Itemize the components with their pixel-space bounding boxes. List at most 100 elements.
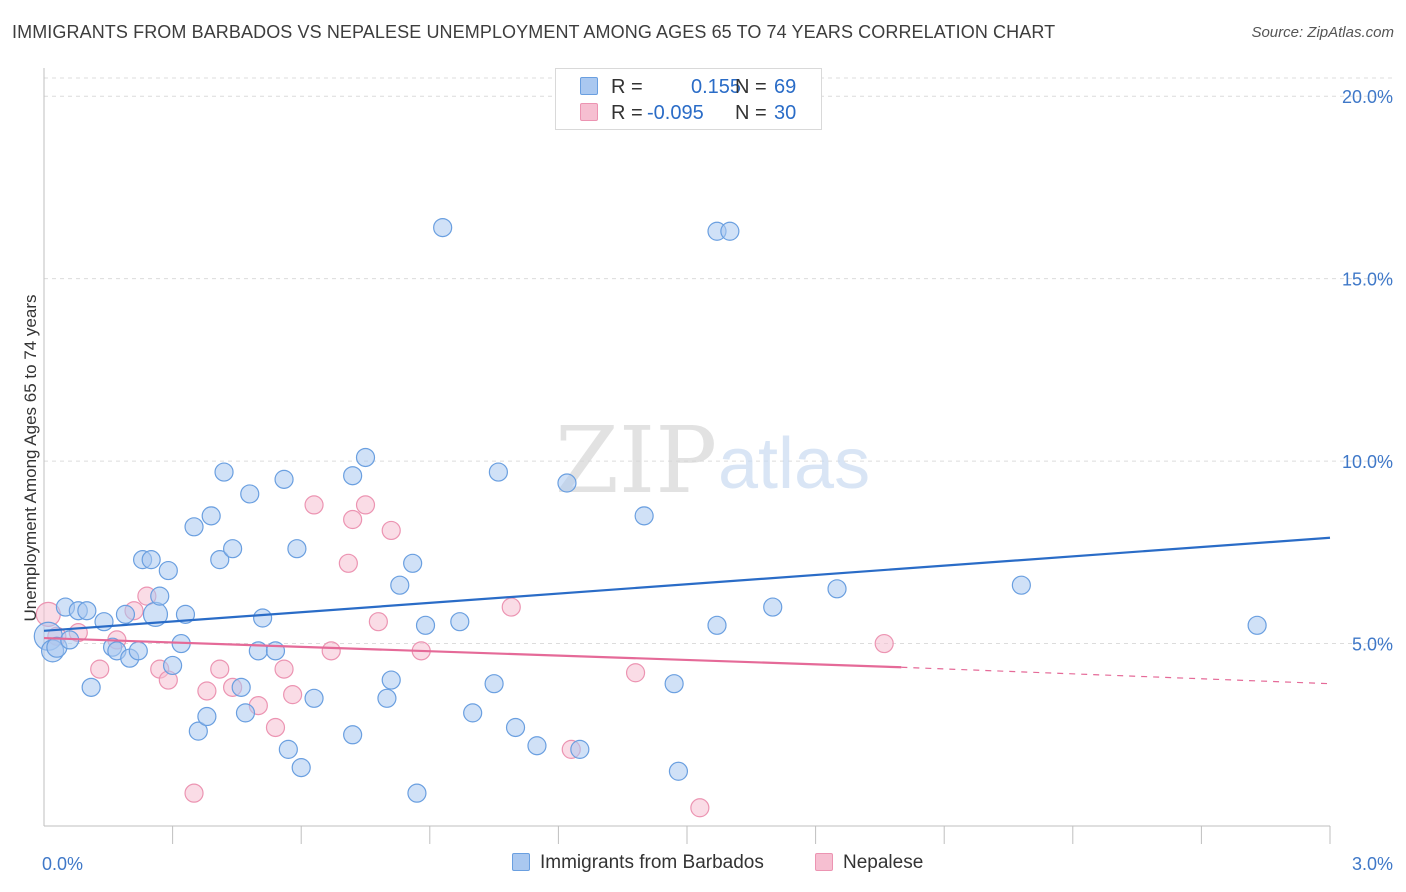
- barbados-point: [278, 739, 298, 759]
- barbados-point: [343, 725, 363, 745]
- barbados-point: [450, 612, 470, 632]
- nepalese-point: [501, 597, 521, 617]
- nepalese-trend-extension: [901, 666, 1331, 685]
- barbados-point: [141, 550, 161, 570]
- barbados-point: [407, 783, 427, 803]
- bottom-legend-swatch-blue: [512, 853, 530, 871]
- x-tick-label: 0.0%: [42, 854, 83, 874]
- nepalese-point: [321, 641, 341, 661]
- legend-n-value: 30: [774, 102, 797, 124]
- bottom-legend-nepalese: Nepalese: [815, 852, 923, 874]
- barbados-point: [505, 717, 526, 738]
- barbados-point: [720, 221, 740, 241]
- legend-r-label: R =: [611, 76, 643, 98]
- barbados-points: [33, 218, 1267, 803]
- watermark: ZIP atlas: [555, 407, 870, 514]
- nepalese-point: [274, 659, 294, 679]
- legend-n-value: 69: [774, 76, 797, 98]
- barbados-point: [433, 218, 453, 238]
- nepalese-point: [355, 495, 376, 515]
- axes: [43, 68, 1331, 844]
- barbados-point: [115, 604, 136, 624]
- y-axis-label: Unemployment Among Ages 65 to 74 years: [21, 295, 40, 622]
- barbados-point: [403, 553, 423, 573]
- tick-labels: 5.0% 10.0% 15.0% 20.0% 0.0% 3.0%: [42, 87, 1393, 874]
- barbados-point: [557, 473, 577, 493]
- barbados-point: [1247, 615, 1267, 635]
- barbados-point: [827, 579, 847, 599]
- legend-swatch-blue: [580, 77, 598, 95]
- nepalese-point: [304, 495, 324, 515]
- barbados-point: [197, 706, 217, 727]
- barbados-point: [184, 517, 204, 537]
- barbados-point: [343, 466, 363, 486]
- barbados-point: [265, 641, 286, 661]
- nepalese-points: [35, 495, 894, 818]
- legend-n-label: N =: [735, 76, 767, 98]
- nepalese-point: [690, 798, 710, 818]
- barbados-point: [377, 688, 397, 708]
- barbados-point: [158, 560, 178, 581]
- barbados-point: [1011, 575, 1031, 595]
- barbados-point: [81, 677, 101, 697]
- source-credit: Source: ZipAtlas.com: [1251, 24, 1394, 41]
- nepalese-point: [368, 612, 388, 632]
- watermark-zip: ZIP: [555, 407, 717, 514]
- y-tick-label: 20.0%: [1342, 87, 1393, 107]
- legend-r-value: 0.155: [691, 76, 742, 98]
- nepalese-point: [90, 659, 110, 679]
- barbados-point: [527, 736, 547, 756]
- nepalese-point: [381, 520, 401, 541]
- barbados-point: [634, 506, 654, 526]
- nepalese-trend-line: [43, 636, 902, 669]
- trend-lines: [43, 536, 1331, 685]
- barbados-point: [488, 462, 508, 482]
- legend-swatch-pink: [580, 103, 598, 121]
- gridlines: [44, 77, 1392, 645]
- barbados-point: [235, 703, 256, 723]
- barbados-point: [355, 447, 376, 468]
- nepalese-point: [197, 681, 217, 701]
- barbados-point: [223, 539, 243, 559]
- bottom-legend-label: Immigrants from Barbados: [540, 852, 764, 873]
- nepalese-point: [874, 633, 894, 654]
- barbados-point: [77, 601, 97, 621]
- bottom-legend-barbados: Immigrants from Barbados: [512, 852, 764, 874]
- barbados-point: [128, 641, 148, 661]
- correlation-legend: R = 0.155 N = 69 R = -0.095 N = 30: [555, 68, 822, 130]
- barbados-point: [253, 608, 273, 628]
- barbados-point: [570, 739, 590, 759]
- x-tick-label: 3.0%: [1352, 854, 1393, 874]
- barbados-point: [707, 615, 727, 635]
- y-tick-label: 15.0%: [1342, 270, 1393, 290]
- barbados-point: [188, 721, 208, 741]
- watermark-atlas: atlas: [718, 424, 870, 504]
- chart-title: IMMIGRANTS FROM BARBADOS VS NEPALESE UNE…: [12, 22, 1056, 42]
- barbados-point: [201, 506, 221, 526]
- legend-r-label: R =: [611, 102, 643, 124]
- nepalese-point: [625, 663, 646, 683]
- nepalese-point: [184, 783, 204, 803]
- barbados-point: [274, 469, 294, 489]
- barbados-point: [150, 586, 170, 606]
- barbados-point: [291, 758, 311, 778]
- y-tick-label: 10.0%: [1342, 452, 1393, 472]
- barbados-point: [163, 655, 183, 676]
- barbados-point: [287, 539, 307, 559]
- barbados-point: [381, 670, 401, 690]
- nepalese-point: [265, 717, 286, 738]
- barbados-point: [484, 674, 504, 694]
- barbados-point: [390, 575, 410, 595]
- nepalese-point: [210, 659, 230, 679]
- barbados-point: [231, 677, 251, 697]
- legend-n-label: N =: [735, 102, 767, 124]
- barbados-point: [240, 484, 260, 504]
- barbados-point: [175, 604, 196, 624]
- nepalese-point: [338, 553, 358, 573]
- barbados-trend-line: [43, 536, 1331, 632]
- barbados-point: [668, 761, 689, 781]
- barbados-point: [415, 615, 436, 635]
- y-tick-label: 5.0%: [1352, 635, 1393, 655]
- bottom-legend-label: Nepalese: [843, 852, 924, 873]
